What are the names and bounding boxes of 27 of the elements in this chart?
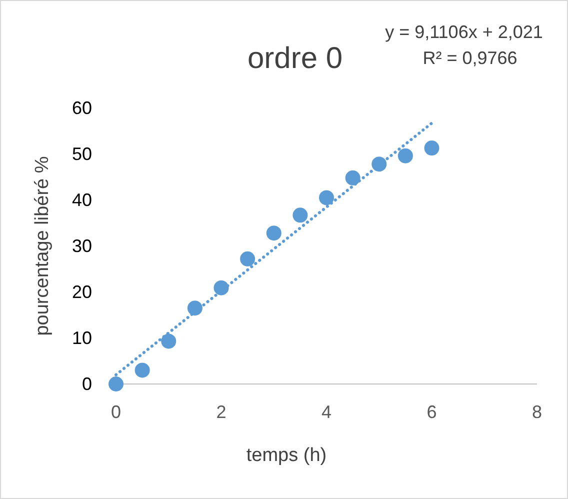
y-tick-label: 0	[82, 374, 92, 394]
x-tick-label: 0	[110, 402, 122, 422]
y-tick-label: 30	[72, 236, 92, 256]
point	[240, 251, 256, 266]
point	[345, 170, 360, 186]
x-tick-label: 4	[321, 402, 332, 422]
x-tick-label: 6	[426, 402, 437, 422]
y-tick-label: 60	[72, 98, 92, 118]
chart-title: ordre 0	[247, 42, 343, 75]
y-tick-label: 20	[72, 282, 92, 302]
y-tick-label: 10	[72, 328, 92, 348]
point	[161, 334, 176, 349]
point	[318, 190, 334, 206]
point	[398, 148, 413, 164]
x-axis-title: temps (h)	[246, 445, 327, 466]
text: y = 9,1106x + 2,021	[385, 22, 543, 42]
y-tick-label: 50	[72, 144, 92, 164]
point	[108, 376, 124, 392]
x-tick-label: 2	[216, 402, 226, 422]
y-axis-title: pourcentage libéré %	[32, 156, 53, 336]
point	[292, 208, 308, 223]
text: R² = 0,9766	[422, 48, 518, 68]
point	[134, 362, 150, 378]
point	[424, 140, 440, 156]
point	[266, 226, 282, 241]
y-tick-label: 40	[72, 190, 92, 210]
x-tick-label: 8	[532, 402, 542, 422]
